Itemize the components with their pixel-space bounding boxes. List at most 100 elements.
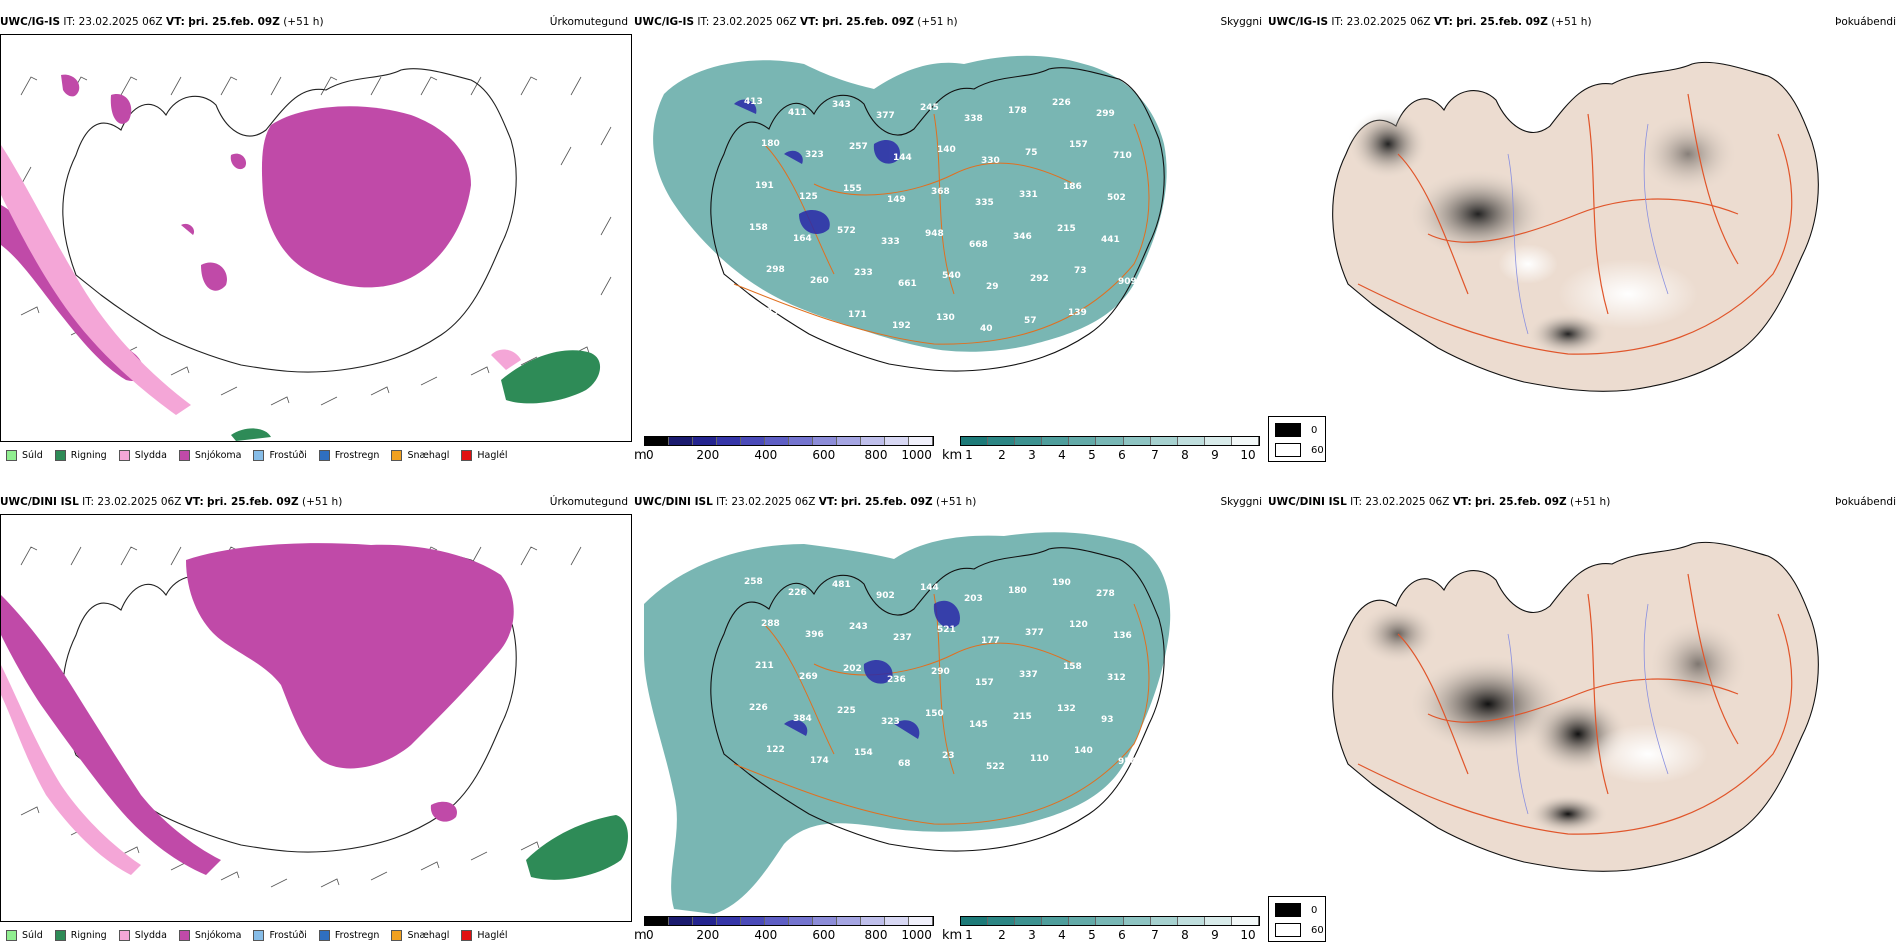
legend-item: Frostregn — [318, 929, 379, 941]
colorbar-segment — [765, 437, 789, 445]
ceiling-values: 413 411 343 377 245 338 178 226 299 180 323 257 144 1… — [744, 97, 1137, 359]
colorbar-segment — [669, 437, 693, 445]
legend-label: Slydda — [134, 929, 167, 941]
ceiling-tick: 800 — [864, 928, 888, 942]
colorbar-segment — [885, 437, 909, 445]
cloud-map-svg: 258 226 481 902 144 203 180 190 278 288 396 243 237 5… — [644, 532, 1171, 914]
panel-header: UWC/DINI ISL IT: 23.02.2025 06Z VT: þri.… — [1268, 492, 1900, 512]
ceiling-value: 191 — [755, 181, 774, 191]
colorbar-segment — [765, 917, 789, 925]
legend-label: Snjókoma — [194, 449, 242, 461]
model-name: UWC/IG-IS — [1268, 16, 1329, 28]
visibility-bar — [960, 916, 1260, 926]
ceiling-value: 190 — [1052, 578, 1071, 588]
legend-item: Slydda — [118, 929, 167, 941]
colorbar-segment — [741, 437, 765, 445]
precip-map — [0, 514, 632, 922]
ceiling-value: 292 — [1030, 274, 1049, 284]
visibility-tick: 3 — [1028, 928, 1036, 942]
cloud-map: 413 411 343 377 245 338 178 226 299 180 323 257 144 1… — [634, 34, 1266, 442]
cloud-map: 258 226 481 902 144 203 180 190 278 288 396 243 237 5… — [634, 514, 1266, 922]
lead-time: (+51 h) — [935, 496, 977, 508]
ceiling-colorbar: m 0 200 400 600 800 1000 — [634, 916, 936, 944]
colorbar-segment — [1096, 917, 1124, 925]
ceiling-value: 668 — [969, 240, 988, 250]
ceiling-value: 928 — [804, 318, 823, 328]
it-value: 23.02.2025 06Z — [78, 16, 163, 28]
precip-legend: Súld Rigning Slydda Snjókoma Frostúði Fr… — [0, 922, 632, 948]
ceiling-tick-labels: 0 200 400 600 800 1000 — [644, 928, 934, 942]
it-label: IT: — [1331, 16, 1344, 28]
visibility-tick: 4 — [1058, 928, 1066, 942]
visibility-tick: 3 — [1028, 448, 1036, 462]
ceiling-tick: 0 — [645, 928, 654, 942]
visibility-tick: 9 — [1211, 448, 1219, 462]
ceiling-value: 333 — [881, 237, 900, 247]
legend-swatch — [178, 929, 190, 941]
fog-swatch — [1275, 423, 1301, 437]
legend-swatch — [461, 929, 473, 941]
fog-legend-label: 60 — [1311, 924, 1324, 936]
visibility-tick: 8 — [1181, 928, 1189, 942]
colorbar-segment — [645, 437, 669, 445]
panel-header: UWC/IG-IS IT: 23.02.2025 06Z VT: þri. 25… — [634, 12, 1266, 32]
ceiling-value: 211 — [755, 661, 774, 671]
fog-swatch — [1275, 923, 1301, 937]
panel-title: Þokuábendi — [1835, 496, 1896, 508]
ceiling-value: 661 — [898, 279, 917, 289]
ceiling-value: 71 — [754, 349, 767, 359]
colorbar-segment — [988, 917, 1016, 925]
ceiling-bar — [644, 436, 934, 446]
colorbar-segment — [885, 917, 909, 925]
legend-swatch — [54, 929, 66, 941]
ceiling-tick: 0 — [645, 448, 654, 462]
fog-swatch — [1275, 443, 1301, 457]
colorbar-segment — [1123, 437, 1151, 445]
visibility-tick: 5 — [1088, 448, 1096, 462]
lead-time: (+51 h) — [301, 496, 343, 508]
ceiling-value: 368 — [931, 187, 950, 197]
ceiling-value: 396 — [805, 630, 824, 640]
ceiling-value: 150 — [925, 709, 944, 719]
vt-value: þri. 25.feb. 09Z — [188, 16, 280, 28]
panel-title: Þokuábendi — [1835, 16, 1896, 28]
visibility-tick: 9 — [1211, 928, 1219, 942]
fog-legend-label: 0 — [1311, 904, 1318, 916]
legend-item: Frostúði — [253, 449, 307, 461]
colorbar-segment — [1042, 917, 1070, 925]
colorbar-segment — [741, 917, 765, 925]
ceiling-value: 93 — [1101, 715, 1114, 725]
it-label: IT: — [82, 496, 95, 508]
ceiling-value: 57 — [1024, 316, 1037, 326]
ceiling-value: 258 — [744, 577, 763, 587]
ceiling-value: 338 — [964, 114, 983, 124]
legend-swatch — [391, 449, 403, 461]
ceiling-tick: 600 — [812, 928, 836, 942]
colorbar-segment — [1069, 437, 1097, 445]
vt-label: VT: — [1452, 496, 1472, 508]
ceiling-tick-labels: 0 200 400 600 800 1000 — [644, 448, 934, 462]
ceiling-tick: 1000 — [901, 448, 932, 462]
it-value: 23.02.2025 06Z — [1365, 496, 1450, 508]
visibility-bar — [960, 436, 1260, 446]
lead-time: (+51 h) — [1551, 16, 1592, 28]
colorbar-segment — [1015, 437, 1043, 445]
legend-swatch — [178, 449, 190, 461]
fog-panel-2: UWC/DINI ISL IT: 23.02.2025 06Z VT: þri.… — [1268, 492, 1900, 944]
ceiling-value: 521 — [937, 625, 956, 635]
fog-panel-1: UWC/IG-IS IT: 23.02.2025 06Z VT: þri. 25… — [1268, 12, 1900, 464]
ceiling-value: 215 — [1057, 224, 1076, 234]
ceiling-value: 635 — [760, 307, 779, 317]
colorbar-segment — [1150, 917, 1178, 925]
panel-header: UWC/IG-IS IT: 23.02.2025 06Z VT: þri. 25… — [0, 12, 632, 32]
ceiling-value: 233 — [854, 268, 873, 278]
ceiling-value: 330 — [981, 156, 1000, 166]
ceiling-tick: 200 — [696, 448, 720, 462]
ceiling-value: 110 — [1030, 754, 1049, 764]
colorbar-segment — [1069, 917, 1097, 925]
precip-map-svg — [1, 68, 612, 441]
vt-value: þri. 25.feb. 09Z — [207, 496, 299, 508]
legend-item: Haglél — [461, 449, 508, 461]
fog-swatch — [1275, 903, 1301, 917]
panel-title: Úrkomutegund — [549, 16, 628, 28]
